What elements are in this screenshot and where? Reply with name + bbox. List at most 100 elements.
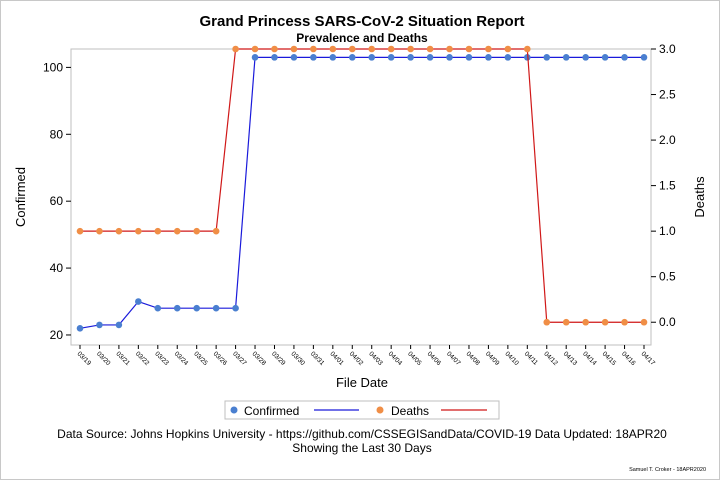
confirmed-data-point xyxy=(465,54,473,61)
x-tick-label: 04/12 xyxy=(542,350,559,367)
deaths-data-point xyxy=(348,45,356,53)
deaths-data-point xyxy=(271,45,278,53)
y-right-tick-label: 0.5 xyxy=(659,270,676,284)
right-axis: 0.0 0.5 1.0 1.5 2.0 2.5 3.0 xyxy=(651,42,676,329)
x-tick-label: 04/02 xyxy=(348,350,365,367)
confirmed-data-point xyxy=(212,304,220,312)
y-right-tick-label: 2.5 xyxy=(659,88,676,102)
left-axis: 20 40 60 80 100 xyxy=(43,60,71,342)
deaths-data-point xyxy=(407,45,414,53)
credit-text: Samuel T. Croker - 18APR2020 xyxy=(629,467,706,473)
x-tick-label: 04/16 xyxy=(620,350,637,367)
deaths-data-point xyxy=(387,45,395,53)
confirmed-data-point xyxy=(504,54,512,61)
x-tick-label: 03/27 xyxy=(231,350,248,367)
deaths-data-point xyxy=(173,227,181,235)
x-tick-label: 04/10 xyxy=(503,350,520,367)
confirmed-data-point xyxy=(115,321,123,329)
deaths-data-point xyxy=(232,45,239,53)
legend-confirmed-label: Confirmed xyxy=(244,404,299,418)
confirmed-data-point xyxy=(329,54,337,61)
confirmed-data-point xyxy=(290,54,298,61)
confirmed-data-point xyxy=(76,324,84,332)
deaths-data-point xyxy=(193,227,200,235)
x-axis-label: File Date xyxy=(336,375,388,390)
deaths-data-point xyxy=(640,318,648,326)
legend-box xyxy=(224,400,500,420)
y-right-tick-label: 2.0 xyxy=(659,133,676,147)
x-tick-label: 03/25 xyxy=(192,350,209,367)
deaths-data-point xyxy=(212,227,220,235)
legend-deaths-marker xyxy=(376,406,384,414)
y-axis-left-label: Confirmed xyxy=(13,167,28,227)
confirmed-data-point xyxy=(271,54,278,61)
confirmed-data-point xyxy=(543,54,551,61)
deaths-data-point xyxy=(154,227,162,235)
confirmed-data-point xyxy=(193,304,200,312)
confirmed-data-point xyxy=(640,54,648,61)
deaths-series-line xyxy=(80,48,644,323)
deaths-data-point xyxy=(582,318,589,326)
x-tick-label: 03/31 xyxy=(309,350,326,367)
deaths-data-point xyxy=(562,318,570,326)
y-left-tick-label: 100 xyxy=(43,60,63,74)
confirmed-data-point xyxy=(154,304,162,312)
x-tick-label: 04/01 xyxy=(328,350,345,367)
deaths-data-point xyxy=(426,45,434,53)
confirmed-data-point xyxy=(310,54,317,61)
confirmed-data-point xyxy=(407,54,414,61)
confirmed-data-point xyxy=(621,54,628,61)
y-left-tick-label: 60 xyxy=(50,194,64,208)
x-tick-label: 04/04 xyxy=(387,350,404,367)
confirmed-data-point xyxy=(135,298,142,305)
chart-subtitle: Prevalence and Deaths xyxy=(296,31,428,45)
legend-deaths-label: Deaths xyxy=(391,404,429,418)
confirmed-data-point xyxy=(485,54,492,61)
deaths-data-point xyxy=(251,45,259,53)
confirmed-data-point xyxy=(251,54,259,61)
y-right-tick-label: 3.0 xyxy=(659,42,676,56)
y-right-tick-label: 0.0 xyxy=(659,315,676,329)
confirmed-data-point xyxy=(582,54,589,61)
confirmed-data-point xyxy=(173,304,181,312)
x-tick-label: 03/19 xyxy=(76,350,93,367)
confirmed-data-point xyxy=(426,54,434,61)
deaths-data-point xyxy=(290,45,298,53)
confirmed-data-point xyxy=(368,54,376,61)
confirmed-data-point xyxy=(96,321,103,329)
x-tick-label: 04/15 xyxy=(601,350,618,367)
x-tick-label: 03/29 xyxy=(270,350,287,367)
deaths-data-point xyxy=(601,318,609,326)
confirmed-data-point xyxy=(562,54,570,61)
deaths-data-point xyxy=(368,45,376,53)
x-tick-label: 04/06 xyxy=(426,350,443,367)
y-right-tick-label: 1.0 xyxy=(659,224,676,238)
y-left-tick-label: 20 xyxy=(50,328,64,342)
footnote-window: Showing the Last 30 Days xyxy=(292,441,431,455)
x-tick-label: 03/26 xyxy=(212,350,229,367)
chart-title: Grand Princess SARS-CoV-2 Situation Repo… xyxy=(199,13,524,30)
x-tick-label: 03/28 xyxy=(251,350,268,367)
y-left-tick-label: 80 xyxy=(50,127,64,141)
x-tick-label: 03/30 xyxy=(290,350,307,367)
deaths-data-point xyxy=(96,227,103,235)
plot-area xyxy=(70,48,652,346)
deaths-data-point xyxy=(329,45,337,53)
deaths-data-point xyxy=(543,318,551,326)
x-tick-label: 03/24 xyxy=(173,350,190,367)
confirmed-data-point xyxy=(348,54,356,61)
x-tick-label: 03/21 xyxy=(114,350,131,367)
x-axis: 03/19 03/20 03/21 03/22 03/23 03/24 03/25 03/26… xyxy=(76,345,656,367)
x-tick-label: 04/11 xyxy=(523,350,539,366)
y-axis-right-label: Deaths xyxy=(692,176,707,218)
confirmed-data-point xyxy=(601,54,609,61)
x-tick-label: 04/13 xyxy=(562,350,579,367)
x-tick-label: 03/23 xyxy=(153,350,170,367)
confirmed-data-point xyxy=(232,304,239,312)
legend-confirmed-marker xyxy=(230,406,238,414)
x-tick-label: 04/07 xyxy=(445,350,462,367)
deaths-data-point xyxy=(446,45,453,53)
deaths-data-point xyxy=(135,227,142,235)
y-left-tick-label: 40 xyxy=(50,261,64,275)
